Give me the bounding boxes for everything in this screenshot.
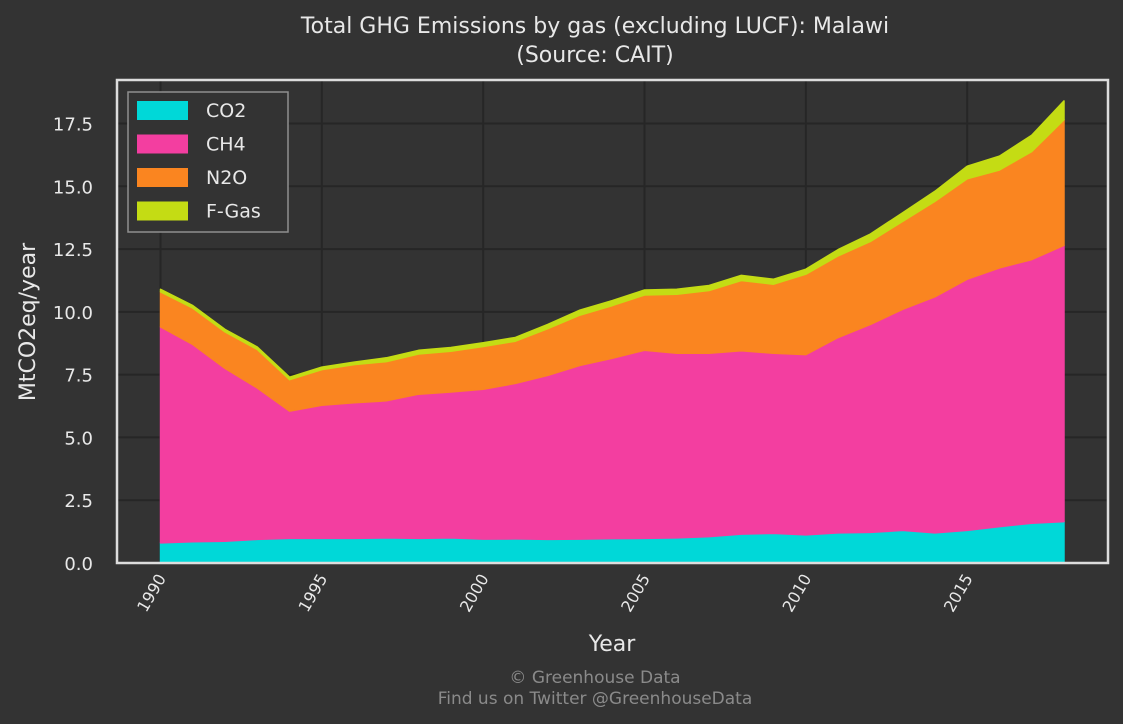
legend-label: CH4 [206,134,246,156]
legend-swatch [137,168,188,187]
x-tick-label: 2000 [456,571,493,616]
x-tick-label: 1995 [294,571,331,616]
y-tick-label: 17.5 [53,115,93,136]
legend-label: N2O [206,167,247,189]
stacked-areas [159,100,1065,564]
legend-swatch [137,201,188,221]
y-tick-label: 5.0 [64,428,93,449]
area-f-gas [159,100,1065,381]
footer-twitter: Find us on Twitter @GreenhouseData [438,689,753,709]
chart-title: Total GHG Emissions by gas (excluding LU… [300,14,889,39]
y-tick-label: 12.5 [53,240,93,261]
legend-swatch [137,134,188,154]
footer-credit: © Greenhouse Data [509,668,680,688]
y-tick-label: 2.5 [64,491,93,512]
y-tick-label: 10.0 [53,303,93,324]
x-tick-label: 2015 [940,571,977,616]
legend-swatch [137,101,188,120]
x-axis-label: Year [588,632,637,657]
y-axis-label: MtCO2eq/year [16,242,41,401]
legend-label: CO2 [206,100,246,122]
y-tick-label: 0.0 [64,554,93,575]
x-tick-label: 2010 [779,571,816,616]
legend-label: F-Gas [206,201,261,223]
legend: CO2 CH4 N2O F-Gas [127,91,289,233]
y-tick-label: 15.0 [53,177,93,198]
x-tick-label: 1990 [133,571,170,616]
chart-subtitle: (Source: CAIT) [516,43,673,68]
x-tick-label: 2005 [617,571,654,616]
x-axis-ticks: 1990 1995 2000 2005 2010 2015 [133,571,977,616]
plot-frame [115,78,1110,565]
y-axis-ticks: 0.0 2.5 5.0 7.5 10.0 12.5 15.0 17.5 [53,115,93,576]
y-tick-label: 7.5 [64,366,93,387]
